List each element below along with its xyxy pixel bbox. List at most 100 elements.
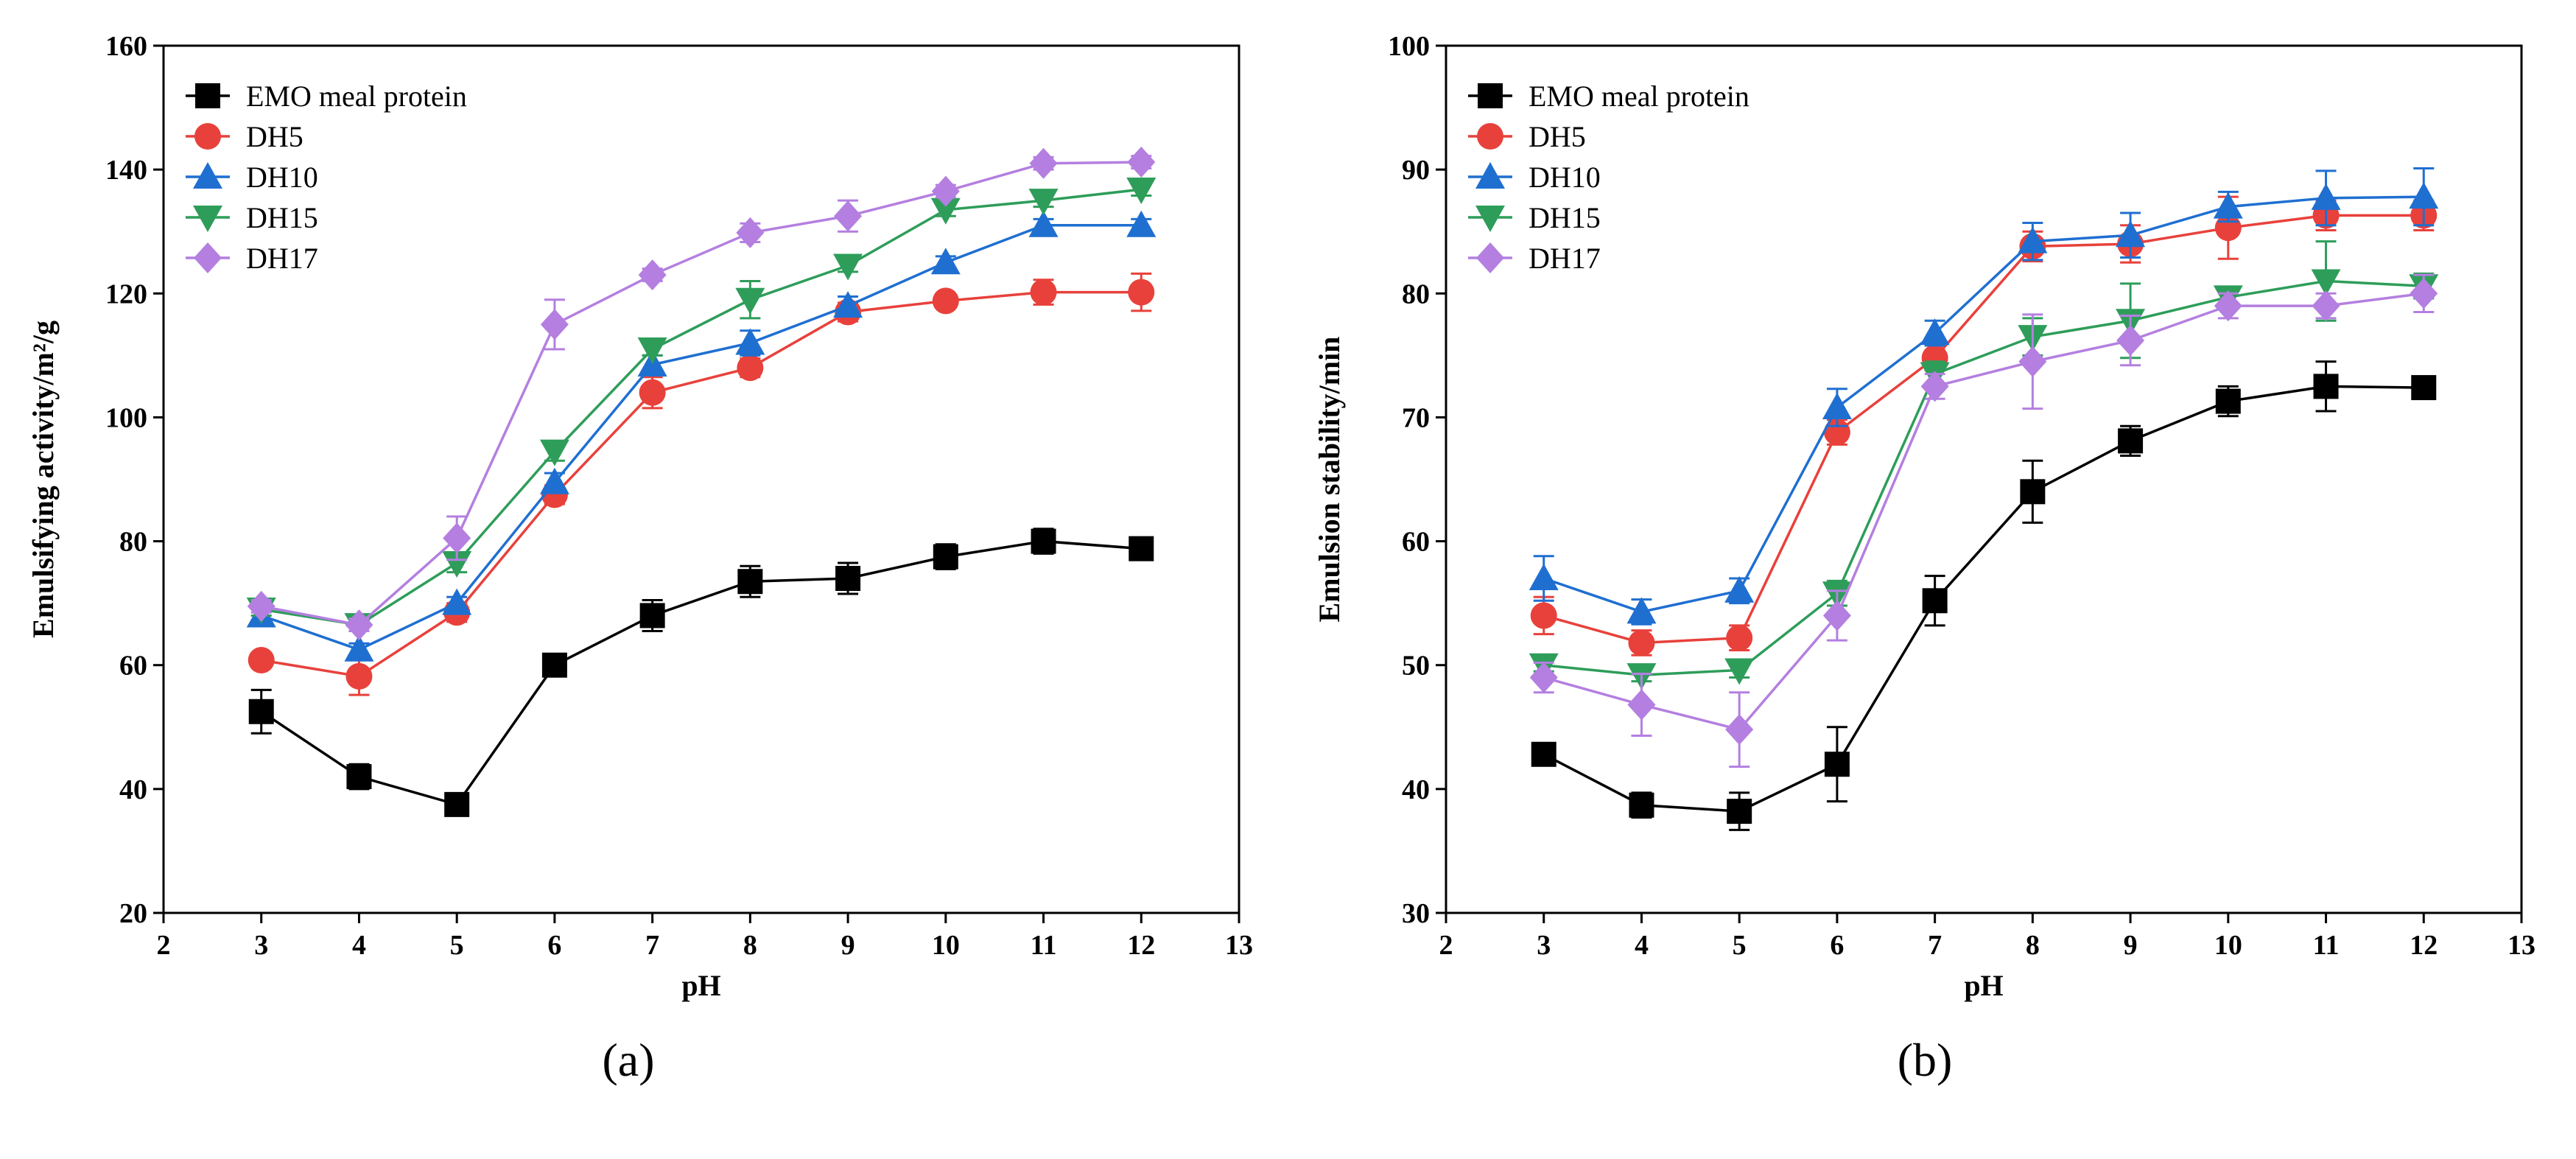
data-point [930, 248, 961, 275]
legend-label: DH5 [246, 120, 303, 153]
data-point [2409, 182, 2439, 209]
series-line [1543, 279, 2424, 676]
x-tick-label: 12 [2410, 930, 2438, 961]
data-point [1529, 662, 1558, 693]
series-line [260, 539, 1142, 806]
series-dh17 [1529, 273, 2438, 768]
y-tick-label: 80 [1402, 279, 1430, 309]
legend-marker [193, 162, 222, 189]
y-tick-label: 70 [1402, 402, 1430, 433]
data-point [1529, 564, 1559, 591]
panel-caption: (b) [1898, 1034, 1953, 1086]
legend-marker [194, 123, 221, 150]
panel-caption: (a) [602, 1034, 654, 1086]
data-point [2411, 375, 2437, 401]
series-line [261, 188, 1142, 626]
legend-label: DH17 [246, 242, 318, 275]
y-tick-label: 50 [1402, 651, 1430, 682]
data-point [835, 566, 861, 592]
series-emo-meal-protein [248, 528, 1154, 817]
series-dh5 [248, 272, 1155, 696]
data-point [443, 522, 471, 554]
series-dh15 [246, 178, 1157, 640]
data-point [933, 544, 958, 570]
y-tick-label: 40 [1402, 774, 1430, 805]
data-point [248, 698, 274, 724]
plot-frame [1445, 44, 2523, 914]
y-axis-title: Emulsifying activity/m²/g [27, 321, 60, 638]
x-tick-label: 6 [547, 930, 561, 961]
y-tick-label: 80 [119, 527, 147, 558]
y-tick-label: 100 [105, 402, 147, 433]
y-axis-title: Emulsion stability/min [1313, 337, 1346, 623]
series-dh10 [1529, 167, 2439, 626]
data-point [1127, 147, 1156, 178]
data-point [639, 603, 665, 628]
x-tick-label: 13 [2507, 930, 2535, 961]
data-point [541, 652, 567, 678]
series-line [261, 224, 1142, 651]
panel-b-emulsion-stability-chart: 2 3 4 5 6 7 8 9 10 11 12 13 30 40 50 60 70 80 90 100 pH Emuls… [1313, 31, 2535, 1086]
data-point [2116, 325, 2145, 357]
x-tick-label: 11 [2313, 930, 2340, 961]
series-line [1543, 385, 2424, 813]
legend-label: DH10 [246, 161, 318, 194]
data-point [2118, 428, 2144, 454]
legend-marker [195, 83, 220, 108]
data-point [442, 550, 472, 578]
legend-marker [1475, 162, 1505, 189]
data-point [1028, 210, 1059, 237]
x-tick-label: 8 [743, 930, 757, 961]
x-tick-label: 4 [1635, 930, 1649, 961]
plot-frame [162, 44, 1240, 914]
data-point [1029, 147, 1058, 179]
data-point [833, 253, 863, 281]
data-point [1724, 575, 1755, 603]
y-tick-label: 100 [1388, 31, 1430, 62]
data-point [345, 609, 373, 641]
data-point [834, 200, 863, 232]
data-point [539, 467, 569, 494]
x-tick-label: 7 [645, 930, 659, 961]
data-point [2018, 346, 2047, 377]
y-tick-label: 30 [1402, 898, 1430, 929]
data-point [2311, 269, 2341, 296]
panel-a-emulsifying-activity-chart: 2 3 4 5 6 7 8 9 10 11 12 13 20 40 60 80 100 120 140 160 pH Em… [27, 31, 1253, 1086]
data-point [2020, 479, 2046, 505]
data-point [735, 287, 765, 315]
legend-label: EMO meal protein [1529, 80, 1749, 113]
data-point [735, 328, 765, 355]
x-tick-label: 4 [352, 930, 366, 961]
legend-marker [1478, 83, 1503, 108]
y-tick-label: 90 [1402, 155, 1430, 186]
data-point [2312, 290, 2340, 322]
x-tick-label: 10 [932, 930, 960, 961]
x-tick-label: 5 [450, 930, 464, 961]
data-point [637, 337, 667, 364]
data-point [1920, 371, 1949, 402]
x-tick-label: 12 [1127, 930, 1155, 961]
data-point [931, 175, 960, 207]
x-tick-label: 6 [1830, 930, 1844, 961]
data-point [736, 217, 765, 248]
data-point [1725, 714, 1754, 746]
data-point [346, 764, 372, 790]
legend: EMO meal protein DH5 DH10 DH15 DH17 [1468, 80, 1749, 275]
data-point [1822, 600, 1851, 631]
x-tick-label: 3 [254, 930, 268, 961]
x-axis-title: pH [681, 969, 720, 1002]
data-point [344, 634, 374, 662]
data-point [1726, 624, 1753, 651]
legend-label: DH5 [1529, 120, 1586, 153]
data-point [1530, 602, 1557, 629]
legend-marker [1477, 123, 1503, 150]
data-point [737, 354, 764, 382]
series-line [261, 161, 1142, 626]
x-tick-label: 5 [1733, 930, 1747, 961]
data-point [1126, 178, 1157, 205]
legend-marker [194, 242, 222, 273]
y-tick-label: 40 [119, 774, 147, 805]
series-line [1543, 214, 2424, 645]
legend-label: DH15 [246, 201, 318, 234]
